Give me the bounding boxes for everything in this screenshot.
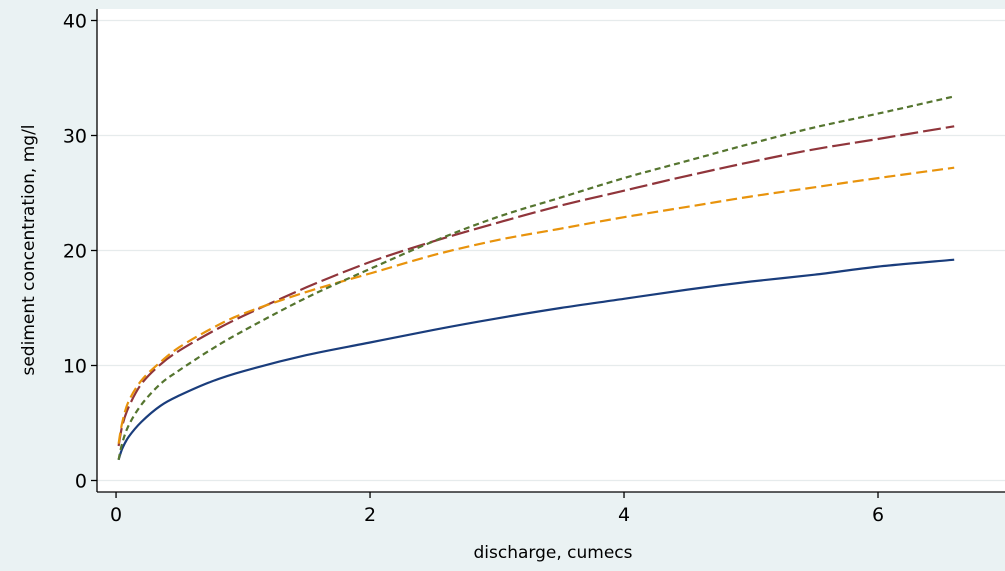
x-tick-label: 4 <box>618 504 630 526</box>
y-tick-label: 30 <box>63 126 87 148</box>
x-tick-label: 2 <box>364 504 376 526</box>
y-tick-label: 10 <box>63 356 87 378</box>
series-line <box>117 125 955 447</box>
x-axis-title: discharge, cumecs <box>473 543 632 563</box>
y-tick-label: 40 <box>63 11 87 33</box>
y-axis-title: sediment concentration, mg/l <box>19 124 39 375</box>
axis-ticks: 0 10 20 30 40 0 2 4 6 <box>63 11 884 527</box>
series-line <box>117 258 955 461</box>
series-line <box>117 95 955 461</box>
y-tick-label: 20 <box>63 241 87 263</box>
x-tick-label: 0 <box>110 504 122 526</box>
series-line <box>117 166 955 444</box>
x-tick-label: 6 <box>872 504 884 526</box>
gridlines <box>97 19 1005 482</box>
series-lines <box>117 95 955 461</box>
y-tick-label: 0 <box>75 471 87 493</box>
